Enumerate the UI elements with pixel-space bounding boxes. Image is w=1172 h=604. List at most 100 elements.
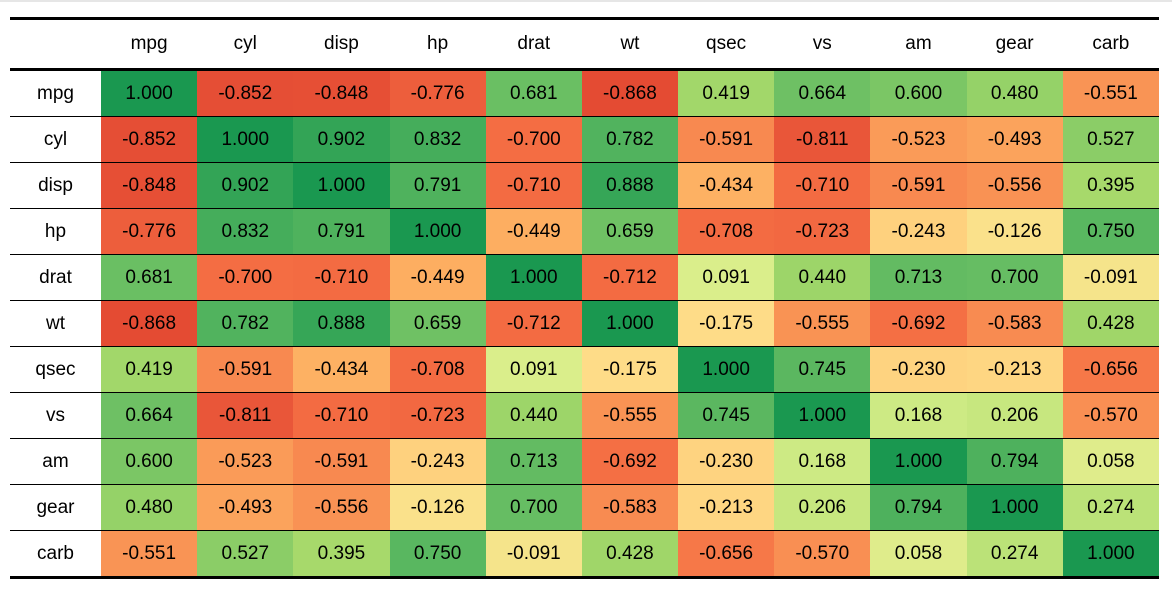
- heatmap-cell-qsec-cyl: -0.591: [197, 346, 294, 393]
- column-header-carb: carb: [1062, 18, 1159, 71]
- column-header-gear: gear: [966, 18, 1063, 71]
- heatmap-cell-am-hp: -0.243: [389, 438, 486, 485]
- heatmap-cell-qsec-disp: -0.434: [293, 346, 390, 393]
- row-label-am: am: [10, 438, 101, 485]
- heatmap-cell-wt-drat: -0.712: [485, 300, 582, 347]
- row-label-drat: drat: [10, 254, 101, 301]
- heatmap-cell-vs-vs: 1.000: [774, 392, 871, 439]
- heatmap-cell-am-wt: -0.692: [581, 438, 679, 485]
- heatmap-cell-vs-hp: -0.723: [389, 392, 486, 439]
- heatmap-cell-mpg-drat: 0.681: [485, 69, 582, 117]
- column-header-vs: vs: [774, 18, 871, 71]
- heatmap-cell-wt-gear: -0.583: [966, 300, 1063, 347]
- row-label-vs: vs: [10, 392, 101, 439]
- heatmap-cell-gear-am: 0.794: [870, 484, 967, 531]
- heatmap-cell-am-vs: 0.168: [774, 438, 871, 485]
- row-label-wt: wt: [10, 300, 101, 347]
- correlation-heatmap-table: mpg cyl disp hp drat wt qsec vs am gear carb mpg 1.…: [10, 17, 1159, 579]
- column-header-mpg: mpg: [101, 18, 198, 71]
- heatmap-cell-wt-cyl: 0.782: [197, 300, 294, 347]
- heatmap-cell-hp-mpg: -0.776: [101, 208, 198, 255]
- heatmap-cell-gear-mpg: 0.480: [101, 484, 198, 531]
- heatmap-row-hp: hp -0.776 0.832 0.791 1.000 -0.449 0.659 -0.708…: [10, 208, 1159, 255]
- heatmap-cell-gear-gear: 1.000: [966, 484, 1063, 531]
- heatmap-cell-wt-carb: 0.428: [1062, 300, 1159, 347]
- column-header-row: mpg cyl disp hp drat wt qsec vs am gear carb: [10, 18, 1159, 71]
- heatmap-cell-disp-wt: 0.888: [581, 162, 679, 209]
- row-label-qsec: qsec: [10, 346, 101, 393]
- heatmap-cell-drat-qsec: 0.091: [678, 254, 775, 301]
- heatmap-cell-drat-wt: -0.712: [581, 254, 679, 301]
- heatmap-row-am: am 0.600 -0.523 -0.591 -0.243 0.713 -0.692 -0.2…: [10, 438, 1159, 485]
- heatmap-cell-disp-drat: -0.710: [485, 162, 582, 209]
- heatmap-cell-vs-am: 0.168: [870, 392, 967, 439]
- heatmap-cell-cyl-mpg: -0.852: [101, 116, 198, 163]
- heatmap-cell-carb-wt: 0.428: [581, 530, 679, 578]
- heatmap-cell-gear-qsec: -0.213: [678, 484, 775, 531]
- heatmap-cell-wt-am: -0.692: [870, 300, 967, 347]
- heatmap-cell-hp-vs: -0.723: [774, 208, 871, 255]
- heatmap-row-mpg: mpg 1.000 -0.852 -0.848 -0.776 0.681 -0.868 0.4…: [10, 69, 1159, 117]
- heatmap-cell-drat-vs: 0.440: [774, 254, 871, 301]
- heatmap-cell-qsec-qsec: 1.000: [678, 346, 775, 393]
- heatmap-cell-qsec-wt: -0.175: [581, 346, 679, 393]
- row-label-cyl: cyl: [10, 116, 101, 163]
- heatmap-cell-gear-drat: 0.700: [485, 484, 582, 531]
- heatmap-cell-vs-disp: -0.710: [293, 392, 390, 439]
- heatmap-row-cyl: cyl -0.852 1.000 0.902 0.832 -0.700 0.782 -0.59…: [10, 116, 1159, 163]
- heatmap-cell-drat-drat: 1.000: [485, 254, 582, 301]
- heatmap-row-disp: disp -0.848 0.902 1.000 0.791 -0.710 0.888 -0.4…: [10, 162, 1159, 209]
- heatmap-cell-vs-qsec: 0.745: [678, 392, 775, 439]
- heatmap-cell-cyl-gear: -0.493: [966, 116, 1063, 163]
- heatmap-cell-drat-hp: -0.449: [389, 254, 486, 301]
- heatmap-cell-disp-am: -0.591: [870, 162, 967, 209]
- row-label-mpg: mpg: [10, 69, 101, 117]
- heatmap-cell-gear-carb: 0.274: [1062, 484, 1159, 531]
- heatmap-row-qsec: qsec 0.419 -0.591 -0.434 -0.708 0.091 -0.175 1.…: [10, 346, 1159, 393]
- heatmap-cell-cyl-vs: -0.811: [774, 116, 871, 163]
- top-divider: [0, 0, 1172, 2]
- heatmap-cell-gear-hp: -0.126: [389, 484, 486, 531]
- column-header-am: am: [870, 18, 967, 71]
- heatmap-cell-vs-drat: 0.440: [485, 392, 582, 439]
- heatmap-cell-disp-qsec: -0.434: [678, 162, 775, 209]
- heatmap-cell-qsec-vs: 0.745: [774, 346, 871, 393]
- heatmap-cell-cyl-disp: 0.902: [293, 116, 390, 163]
- heatmap-cell-disp-mpg: -0.848: [101, 162, 198, 209]
- heatmap-cell-am-disp: -0.591: [293, 438, 390, 485]
- heatmap-cell-mpg-qsec: 0.419: [678, 69, 775, 117]
- heatmap-cell-hp-hp: 1.000: [389, 208, 486, 255]
- heatmap-cell-disp-vs: -0.710: [774, 162, 871, 209]
- heatmap-cell-hp-gear: -0.126: [966, 208, 1063, 255]
- heatmap-cell-vs-mpg: 0.664: [101, 392, 198, 439]
- heatmap-cell-carb-hp: 0.750: [389, 530, 486, 578]
- heatmap-cell-qsec-hp: -0.708: [389, 346, 486, 393]
- heatmap-cell-cyl-carb: 0.527: [1062, 116, 1159, 163]
- heatmap-cell-qsec-mpg: 0.419: [101, 346, 198, 393]
- column-header-cyl: cyl: [197, 18, 294, 71]
- heatmap-cell-carb-mpg: -0.551: [101, 530, 198, 578]
- heatmap-cell-qsec-am: -0.230: [870, 346, 967, 393]
- heatmap-cell-carb-gear: 0.274: [966, 530, 1063, 578]
- heatmap-row-drat: drat 0.681 -0.700 -0.710 -0.449 1.000 -0.712 0.…: [10, 254, 1159, 301]
- heatmap-cell-wt-wt: 1.000: [581, 300, 679, 347]
- heatmap-cell-cyl-cyl: 1.000: [197, 116, 294, 163]
- heatmap-cell-gear-cyl: -0.493: [197, 484, 294, 531]
- heatmap-cell-qsec-gear: -0.213: [966, 346, 1063, 393]
- corner-cell: [10, 18, 101, 71]
- heatmap-cell-carb-vs: -0.570: [774, 530, 871, 578]
- heatmap-cell-disp-gear: -0.556: [966, 162, 1063, 209]
- heatmap-row-carb: carb -0.551 0.527 0.395 0.750 -0.091 0.428 -0.6…: [10, 530, 1159, 578]
- heatmap-row-vs: vs 0.664 -0.811 -0.710 -0.723 0.440 -0.555 0.74…: [10, 392, 1159, 439]
- heatmap-cell-am-gear: 0.794: [966, 438, 1063, 485]
- heatmap-cell-hp-am: -0.243: [870, 208, 967, 255]
- heatmap-cell-disp-carb: 0.395: [1062, 162, 1159, 209]
- heatmap-cell-gear-wt: -0.583: [581, 484, 679, 531]
- heatmap-cell-qsec-drat: 0.091: [485, 346, 582, 393]
- heatmap-cell-cyl-hp: 0.832: [389, 116, 486, 163]
- heatmap-cell-mpg-cyl: -0.852: [197, 69, 294, 117]
- heatmap-cell-mpg-am: 0.600: [870, 69, 967, 117]
- heatmap-cell-carb-disp: 0.395: [293, 530, 390, 578]
- heatmap-cell-mpg-mpg: 1.000: [101, 69, 198, 117]
- column-header-hp: hp: [389, 18, 486, 71]
